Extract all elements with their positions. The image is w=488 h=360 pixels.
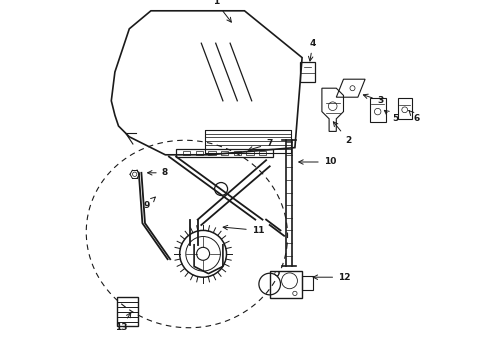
Bar <box>258 151 265 155</box>
Text: 10: 10 <box>298 157 335 166</box>
Bar <box>269 271 302 298</box>
Bar <box>196 151 203 155</box>
Bar <box>204 130 291 153</box>
Text: 3: 3 <box>363 94 383 105</box>
Text: 13: 13 <box>115 313 130 332</box>
Text: 11: 11 <box>223 225 264 235</box>
Text: 2: 2 <box>333 122 351 145</box>
Bar <box>183 151 190 155</box>
Text: 4: 4 <box>308 39 315 61</box>
Bar <box>208 151 215 155</box>
Bar <box>369 98 385 122</box>
Bar <box>302 276 312 290</box>
Text: 7: 7 <box>248 139 272 151</box>
Text: 5: 5 <box>384 111 398 123</box>
Bar <box>221 151 228 155</box>
Bar <box>246 151 253 155</box>
Text: 9: 9 <box>143 197 155 210</box>
Bar <box>117 297 138 326</box>
Text: 6: 6 <box>408 111 419 123</box>
Bar <box>233 151 241 155</box>
Text: 12: 12 <box>312 273 350 282</box>
Text: 8: 8 <box>147 168 167 177</box>
Bar <box>397 98 411 119</box>
Bar <box>299 62 315 82</box>
Bar <box>176 149 273 157</box>
Text: 1: 1 <box>212 0 231 22</box>
